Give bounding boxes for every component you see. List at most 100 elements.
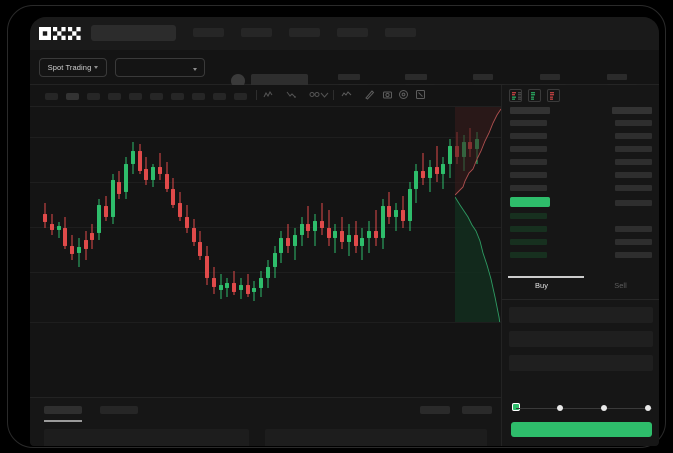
orderbook-bid-row[interactable] <box>510 213 547 219</box>
timeframe-button-2[interactable] <box>66 93 79 100</box>
nav-item-1[interactable] <box>193 28 224 37</box>
bottom-action-2[interactable] <box>462 406 492 414</box>
orderbook-ask-row[interactable] <box>510 185 547 191</box>
chevron-down-icon <box>193 67 197 71</box>
chevron-down-icon[interactable] <box>319 89 330 100</box>
nav-item-4[interactable] <box>337 28 368 37</box>
candle-wick <box>307 206 309 239</box>
amount-slider[interactable] <box>512 403 652 413</box>
candle <box>252 121 257 311</box>
candle-body <box>238 284 243 291</box>
timeframe-button-7[interactable] <box>171 93 184 100</box>
timeframe-button-3[interactable] <box>87 93 100 100</box>
orderbook-ask-row[interactable] <box>510 120 547 126</box>
market-type-label: Spot Trading <box>47 63 92 72</box>
settings-icon[interactable] <box>398 89 409 100</box>
line-chart-icon[interactable] <box>341 89 352 100</box>
candle <box>184 121 189 311</box>
candle-body <box>211 277 216 287</box>
candle-wick <box>78 238 80 267</box>
bottom-action-1[interactable] <box>420 406 450 414</box>
price-chart[interactable] <box>30 107 501 322</box>
candle <box>164 121 169 311</box>
timeframe-button-1[interactable] <box>45 93 58 100</box>
fullscreen-icon[interactable] <box>415 89 426 100</box>
timeframe-button-9[interactable] <box>213 93 226 100</box>
tab-open-orders[interactable] <box>44 406 82 414</box>
tab-order-history[interactable] <box>100 406 138 414</box>
orderbook-view-asks[interactable] <box>547 89 560 102</box>
chart-gridline <box>30 227 501 228</box>
stat-high-24h-label <box>473 74 493 80</box>
orderbook[interactable] <box>502 107 659 270</box>
compare-icon[interactable] <box>286 89 297 100</box>
candle-wick <box>334 224 336 253</box>
candle <box>346 121 351 311</box>
candle-body <box>299 224 304 235</box>
candle-body <box>232 282 237 292</box>
orderbook-ask-row[interactable] <box>510 146 547 152</box>
orderbook-ask-row[interactable] <box>510 172 547 178</box>
slider-node-1[interactable] <box>557 405 563 411</box>
orderbook-view-both[interactable] <box>509 89 522 102</box>
okx-logo[interactable] <box>39 27 82 40</box>
candle <box>353 121 358 311</box>
indicator-icon[interactable] <box>263 89 274 100</box>
nav-item-2[interactable] <box>241 28 272 37</box>
timeframe-button-6[interactable] <box>150 93 163 100</box>
stat-low-24h-label <box>540 74 560 80</box>
search-input[interactable] <box>91 25 176 41</box>
slider-node-3[interactable] <box>645 405 651 411</box>
drawing-pencil-icon[interactable] <box>364 89 375 100</box>
nav-item-3[interactable] <box>289 28 320 37</box>
active-trade-tab-indicator <box>508 276 584 278</box>
right-panel: Buy Sell <box>501 85 659 446</box>
candle <box>124 121 129 311</box>
submit-order-button[interactable] <box>511 422 652 437</box>
pair-select-dropdown[interactable] <box>115 58 205 77</box>
candle-body <box>400 210 405 221</box>
candle <box>414 121 419 311</box>
candle <box>407 121 412 311</box>
candle <box>225 121 230 311</box>
orderbook-ask-amount <box>615 159 652 165</box>
timeframe-button-5[interactable] <box>129 93 142 100</box>
candle-body <box>272 252 277 267</box>
slider-node-0[interactable] <box>512 403 520 411</box>
order-amount-field[interactable] <box>509 331 653 347</box>
bottom-panel-left <box>44 429 249 446</box>
trade-tab-buy[interactable]: Buy <box>535 281 548 290</box>
orderbook-ask-row[interactable] <box>510 133 547 139</box>
candle-body <box>414 170 419 189</box>
slider-node-2[interactable] <box>601 405 607 411</box>
market-type-dropdown[interactable]: Spot Trading <box>39 58 107 77</box>
stat-change-24h-label <box>405 74 427 80</box>
candle-body <box>259 277 264 289</box>
orderbook-bid-row[interactable] <box>510 252 547 258</box>
candle-wick <box>58 222 60 239</box>
active-tab-indicator <box>44 420 82 422</box>
orderbook-ask-row[interactable] <box>510 159 547 165</box>
candle <box>387 121 392 311</box>
order-total-field[interactable] <box>509 355 653 371</box>
nav-item-5[interactable] <box>385 28 416 37</box>
orderbook-bid-amount <box>615 239 652 245</box>
candle-body <box>130 151 135 164</box>
timeframe-button-10[interactable] <box>234 93 247 100</box>
candle <box>265 121 270 311</box>
template-icon[interactable] <box>309 89 320 100</box>
candle <box>394 121 399 311</box>
timeframe-button-4[interactable] <box>108 93 121 100</box>
toolbar-divider <box>256 90 257 100</box>
orderbook-view-both-glyph <box>512 92 521 100</box>
orderbook-bid-row[interactable] <box>510 226 547 232</box>
trade-tab-sell[interactable]: Sell <box>614 281 627 290</box>
orderbook-bid-row[interactable] <box>510 239 547 245</box>
candle-body <box>157 167 162 175</box>
order-price-field[interactable] <box>509 307 653 323</box>
camera-icon[interactable] <box>382 89 393 100</box>
candle-body <box>49 224 54 230</box>
chart-gridline <box>30 182 501 183</box>
orderbook-view-bids[interactable] <box>528 89 541 102</box>
timeframe-button-8[interactable] <box>192 93 205 100</box>
